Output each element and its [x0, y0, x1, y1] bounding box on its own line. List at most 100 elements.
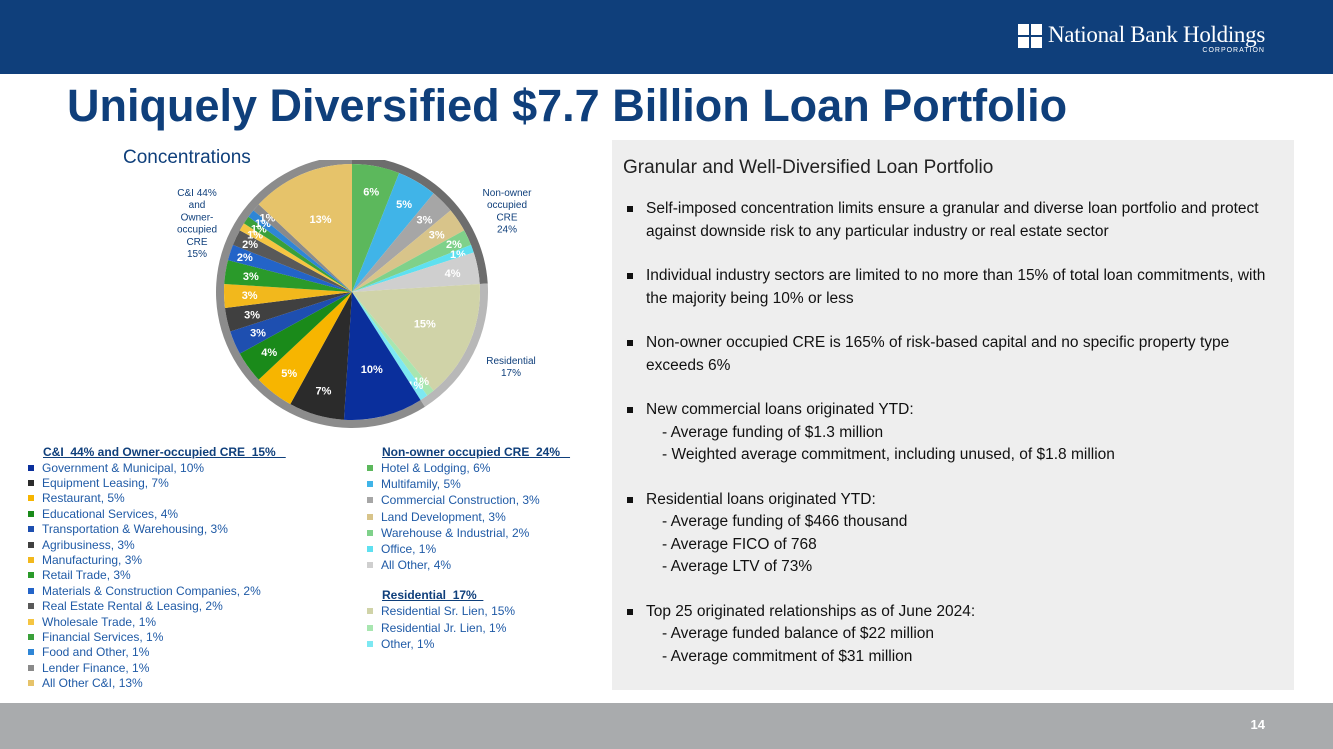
- legend-item: Commercial Construction, 3%: [367, 492, 570, 508]
- legend-label: Warehouse & Industrial, 2%: [381, 526, 529, 540]
- legend-swatch: [28, 665, 34, 671]
- legend-label: Food and Other, 1%: [42, 645, 149, 659]
- legend-label: Retail Trade, 3%: [42, 568, 131, 582]
- pie-group-label: occupied: [177, 225, 217, 236]
- legend-label: All Other C&I, 13%: [42, 676, 143, 690]
- legend-label: Government & Municipal, 10%: [42, 461, 204, 475]
- legend-item: Manufacturing, 3%: [28, 552, 286, 567]
- legend-label: Materials & Construction Companies, 2%: [42, 584, 261, 598]
- legend-item: Food and Other, 1%: [28, 645, 286, 660]
- pie-group-label: occupied: [487, 200, 527, 211]
- legend-swatch: [367, 497, 373, 503]
- bullet-subitem: - Average LTV of 73%: [646, 556, 907, 579]
- legend-swatch: [367, 608, 373, 614]
- bullet-item: Residential loans originated YTD: - Aver…: [623, 489, 1283, 579]
- bullet-text: Residential loans originated YTD:: [646, 489, 907, 512]
- legend-label: Wholesale Trade, 1%: [42, 615, 156, 629]
- legend-item: Warehouse & Industrial, 2%: [367, 525, 570, 541]
- legend-swatch: [367, 625, 373, 631]
- legend-ci-header: C&I 44% and Owner-occupied CRE 15%: [43, 444, 286, 460]
- pie-group-label: CRE: [186, 237, 207, 248]
- legend-swatch: [367, 530, 373, 536]
- bullet-item: New commercial loans originated YTD: - A…: [623, 399, 1283, 467]
- legend-label: Educational Services, 4%: [42, 507, 178, 521]
- legend-label: Office, 1%: [381, 542, 436, 556]
- bullet-square-icon: [627, 206, 633, 212]
- legend-label: Residential Jr. Lien, 1%: [381, 621, 506, 635]
- legend-swatch: [367, 481, 373, 487]
- legend-swatch: [367, 562, 373, 568]
- legend-swatch: [28, 526, 34, 532]
- legend-swatch: [28, 480, 34, 486]
- pie-slice-label: 4%: [261, 347, 277, 359]
- pie-slice-label: 3%: [416, 215, 432, 227]
- pie-slice-label: 4%: [445, 268, 461, 280]
- legend-item: Equipment Leasing, 7%: [28, 475, 286, 490]
- legend-swatch: [28, 557, 34, 563]
- pie-group-label: Residential: [486, 356, 535, 367]
- pie-slice-label: 2%: [237, 252, 253, 264]
- bullet-square-icon: [627, 340, 633, 346]
- legend-item: Residential Sr. Lien, 15%: [367, 603, 570, 619]
- pie-slice-label: 3%: [250, 328, 266, 340]
- bullet-text: New commercial loans originated YTD:: [646, 399, 1115, 422]
- footer-bar: 14: [0, 703, 1333, 749]
- pie-slice-label: 13%: [309, 214, 331, 226]
- legend-label: Agribusiness, 3%: [42, 538, 135, 552]
- legend-swatch: [28, 465, 34, 471]
- legend-swatch: [28, 603, 34, 609]
- legend-item: Hotel & Lodging, 6%: [367, 460, 570, 476]
- legend-item: Land Development, 3%: [367, 509, 570, 525]
- legend-ci: C&I 44% and Owner-occupied CRE 15% Gover…: [28, 444, 286, 691]
- legend-res-header: Residential 17%: [382, 587, 570, 603]
- legend-label: Residential Sr. Lien, 15%: [381, 604, 515, 618]
- pie-group-label: Non-owner: [483, 188, 533, 199]
- legend-swatch: [367, 514, 373, 520]
- legend-item: Educational Services, 4%: [28, 506, 286, 521]
- bullet-list: Self-imposed concentration limits ensure…: [623, 198, 1283, 690]
- legend-item: Other, 1%: [367, 636, 570, 652]
- legend-item: Wholesale Trade, 1%: [28, 614, 286, 629]
- header-bar: National Bank Holdings CORPORATION: [0, 0, 1333, 74]
- legend-item: Residential Jr. Lien, 1%: [367, 620, 570, 636]
- pie-slice-label: 3%: [244, 309, 260, 321]
- legend-label: Transportation & Warehousing, 3%: [42, 522, 228, 536]
- legend-swatch: [367, 641, 373, 647]
- legend-label: Hotel & Lodging, 6%: [381, 461, 490, 475]
- bullet-text: Top 25 originated relationships as of Ju…: [646, 601, 975, 624]
- pie-group-label: 24%: [497, 225, 517, 236]
- logo-mark-icon: [1018, 24, 1042, 48]
- bullet-subitem: - Average funding of $1.3 million: [646, 422, 1115, 445]
- pie-slice-label: 5%: [281, 368, 297, 380]
- legend-swatch: [28, 588, 34, 594]
- legend-swatch: [367, 465, 373, 471]
- bullet-text: Non-owner occupied CRE is 165% of risk-b…: [646, 332, 1283, 377]
- bullet-square-icon: [627, 609, 633, 615]
- bullet-subitem: - Average funding of $466 thousand: [646, 511, 907, 534]
- pie-slice-label: 6%: [363, 186, 379, 198]
- legend-swatch: [28, 680, 34, 686]
- pie-slice-label: 10%: [361, 364, 383, 376]
- bullet-subitem: - Weighted average commitment, including…: [646, 444, 1115, 467]
- page-title: Uniquely Diversified $7.7 Billion Loan P…: [67, 80, 1067, 132]
- legend-item: Financial Services, 1%: [28, 629, 286, 644]
- legend-label: Real Estate Rental & Leasing, 2%: [42, 599, 223, 613]
- bullet-item: Self-imposed concentration limits ensure…: [623, 198, 1283, 243]
- legend-swatch: [28, 495, 34, 501]
- legend-item: Government & Municipal, 10%: [28, 460, 286, 475]
- legend-label: Commercial Construction, 3%: [381, 493, 540, 507]
- pie-slice-label: 7%: [315, 385, 331, 397]
- legend-swatch: [367, 546, 373, 552]
- legend-item: Materials & Construction Companies, 2%: [28, 583, 286, 598]
- bullet-subitem: - Average commitment of $31 million: [646, 646, 975, 669]
- legend-item: Office, 1%: [367, 541, 570, 557]
- logo-subtext: CORPORATION: [1048, 47, 1265, 54]
- legend-item: Restaurant, 5%: [28, 491, 286, 506]
- bullet-subitem: - Average FICO of 768: [646, 534, 907, 557]
- pie-slice-label: 5%: [396, 199, 412, 211]
- legend-item: Lender Finance, 1%: [28, 660, 286, 675]
- legend-label: Restaurant, 5%: [42, 491, 125, 505]
- legend-label: Land Development, 3%: [381, 510, 506, 524]
- bullet-text: Self-imposed concentration limits ensure…: [646, 198, 1283, 243]
- pie-group-label: and: [189, 200, 206, 211]
